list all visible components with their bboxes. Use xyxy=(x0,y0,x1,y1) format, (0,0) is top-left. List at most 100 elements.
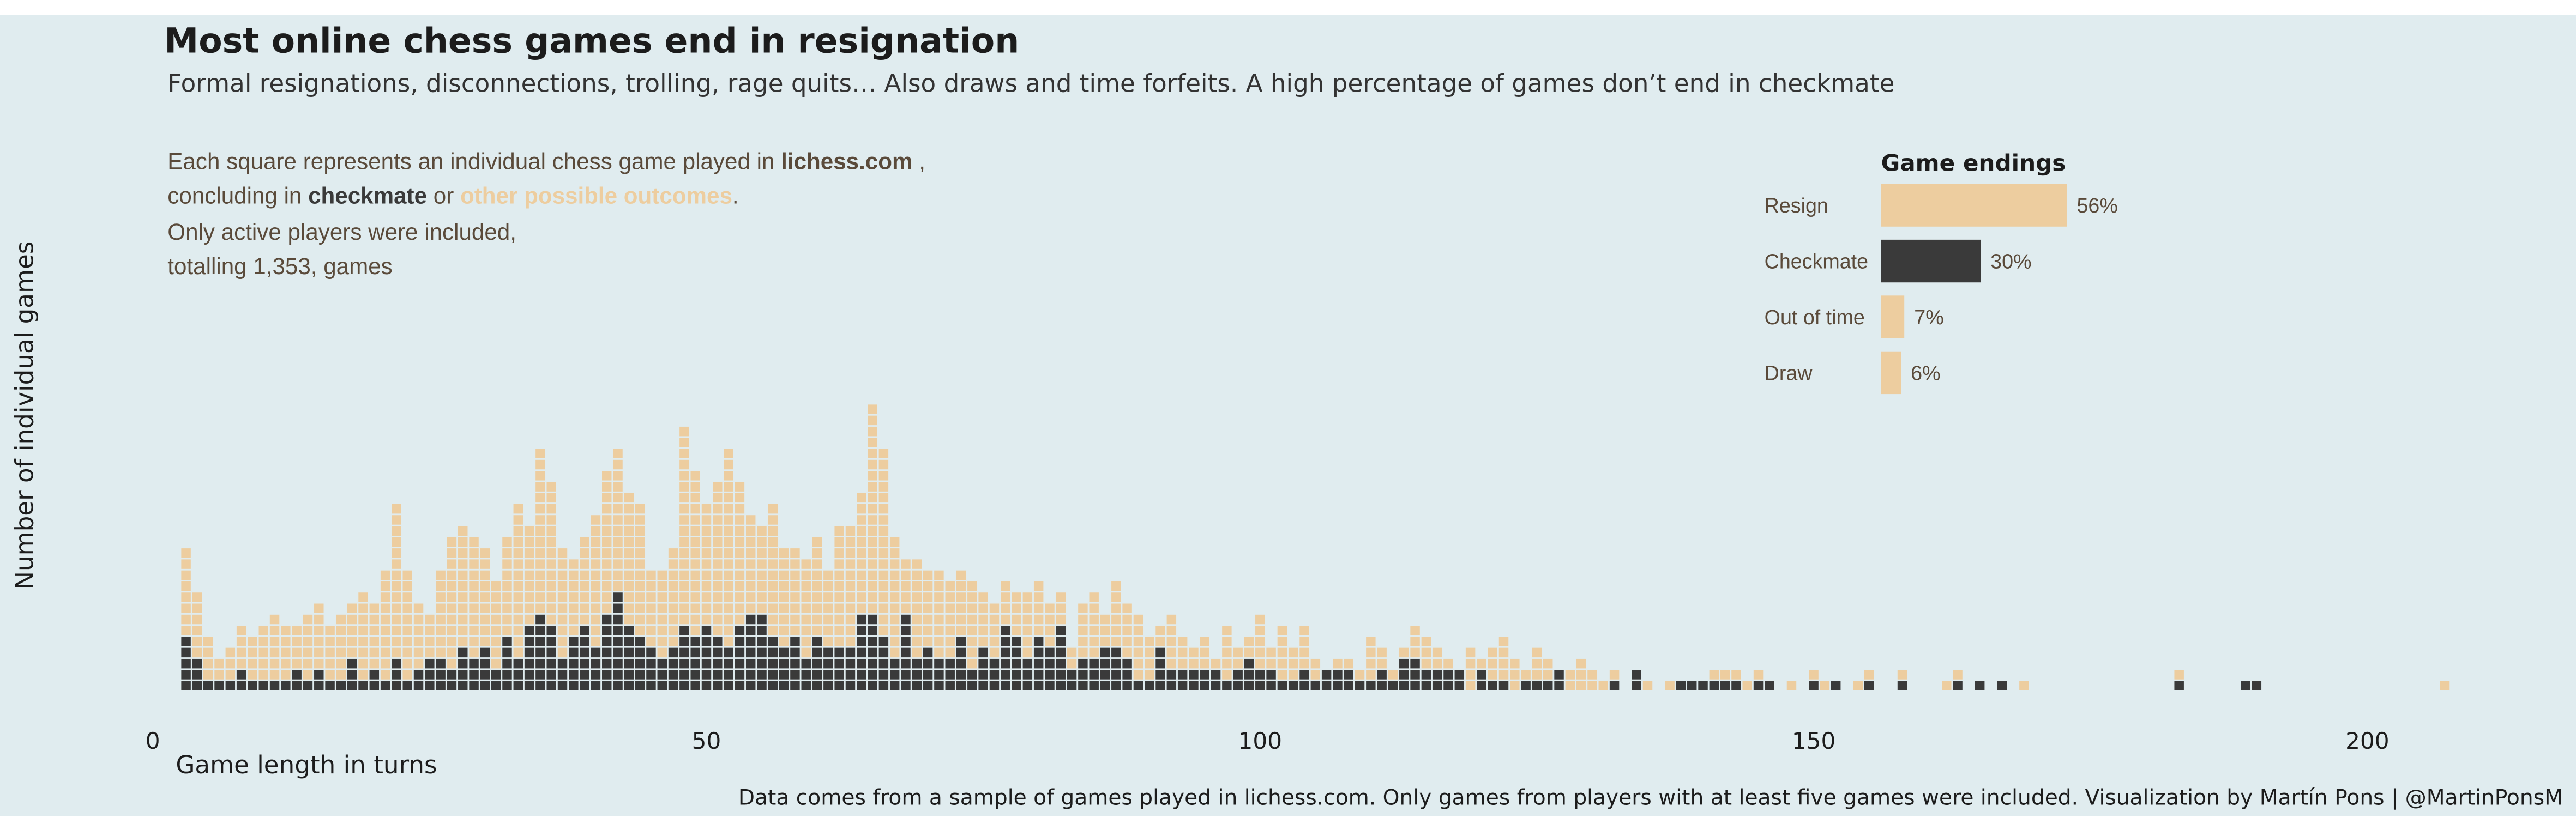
square xyxy=(380,592,390,602)
square xyxy=(724,471,733,481)
value-label: 7% xyxy=(1914,306,1943,329)
square xyxy=(181,592,191,602)
square xyxy=(569,681,579,690)
square xyxy=(325,670,335,680)
segment xyxy=(779,647,789,690)
square xyxy=(1111,670,1121,680)
value-label: 56% xyxy=(2077,194,2117,217)
square xyxy=(635,670,645,680)
segment xyxy=(458,526,468,646)
segment xyxy=(1012,637,1021,690)
square xyxy=(347,681,357,690)
square xyxy=(303,681,313,690)
square xyxy=(657,637,667,646)
square xyxy=(546,626,556,635)
square xyxy=(2252,681,2262,690)
square xyxy=(713,548,723,558)
square xyxy=(713,515,723,525)
square xyxy=(889,647,900,658)
square xyxy=(513,670,523,680)
square xyxy=(790,548,800,558)
square xyxy=(868,670,877,680)
segment xyxy=(535,614,545,690)
segment xyxy=(1521,681,1531,690)
square xyxy=(447,626,457,635)
square xyxy=(1543,658,1553,669)
square xyxy=(878,681,889,690)
segment xyxy=(1388,681,1398,690)
square xyxy=(436,626,446,635)
square xyxy=(613,526,623,536)
square xyxy=(701,647,712,658)
square xyxy=(701,515,712,525)
square xyxy=(857,537,866,547)
square xyxy=(336,647,346,658)
segment xyxy=(657,658,667,690)
square xyxy=(458,526,468,536)
square xyxy=(358,592,368,602)
square xyxy=(1166,626,1177,635)
y-tick-label: Out of time xyxy=(1765,306,1865,329)
square xyxy=(513,658,523,669)
square xyxy=(690,614,700,625)
square xyxy=(690,471,700,481)
square xyxy=(1809,670,1819,680)
segment xyxy=(248,637,257,680)
square xyxy=(248,647,257,658)
square xyxy=(236,637,246,646)
square xyxy=(580,658,589,669)
segment xyxy=(1166,614,1177,669)
segment xyxy=(724,449,733,646)
square xyxy=(735,592,745,602)
square xyxy=(724,614,733,625)
square xyxy=(1222,626,1232,635)
square xyxy=(845,658,856,669)
square xyxy=(724,592,733,602)
square xyxy=(1543,681,1553,690)
square xyxy=(1078,670,1088,680)
segment xyxy=(2019,681,2029,690)
square xyxy=(779,559,789,569)
square xyxy=(1033,614,1044,625)
square xyxy=(469,548,479,558)
square xyxy=(735,626,745,635)
square xyxy=(613,482,623,492)
square xyxy=(701,504,712,514)
square xyxy=(535,559,545,569)
square xyxy=(1498,670,1509,680)
square xyxy=(1078,647,1088,658)
square xyxy=(546,658,556,669)
square xyxy=(1465,647,1476,658)
square xyxy=(912,637,922,646)
square xyxy=(1454,681,1465,690)
square xyxy=(569,592,579,602)
segment xyxy=(701,626,712,690)
square xyxy=(1720,681,1730,690)
square xyxy=(967,626,977,635)
square xyxy=(801,559,811,569)
square xyxy=(513,515,523,525)
square xyxy=(735,482,745,492)
square xyxy=(613,670,623,680)
site: lichess.com xyxy=(781,148,912,174)
x-tick-label: 150 xyxy=(1792,728,1835,754)
description: Each square represents an individual che… xyxy=(167,148,925,279)
segment xyxy=(1366,681,1376,690)
segment xyxy=(1421,637,1431,669)
square xyxy=(1554,681,1564,690)
square xyxy=(646,603,656,613)
square xyxy=(502,559,512,569)
square xyxy=(845,592,856,602)
square xyxy=(546,570,556,580)
square xyxy=(1477,670,1486,680)
square xyxy=(724,493,733,503)
square xyxy=(812,647,822,658)
square xyxy=(358,626,368,635)
segment xyxy=(392,504,401,658)
square xyxy=(779,581,789,591)
square xyxy=(1720,670,1730,680)
square xyxy=(945,637,955,646)
x-tick-label: 200 xyxy=(2345,728,2389,754)
square xyxy=(679,647,689,658)
square xyxy=(857,526,866,536)
